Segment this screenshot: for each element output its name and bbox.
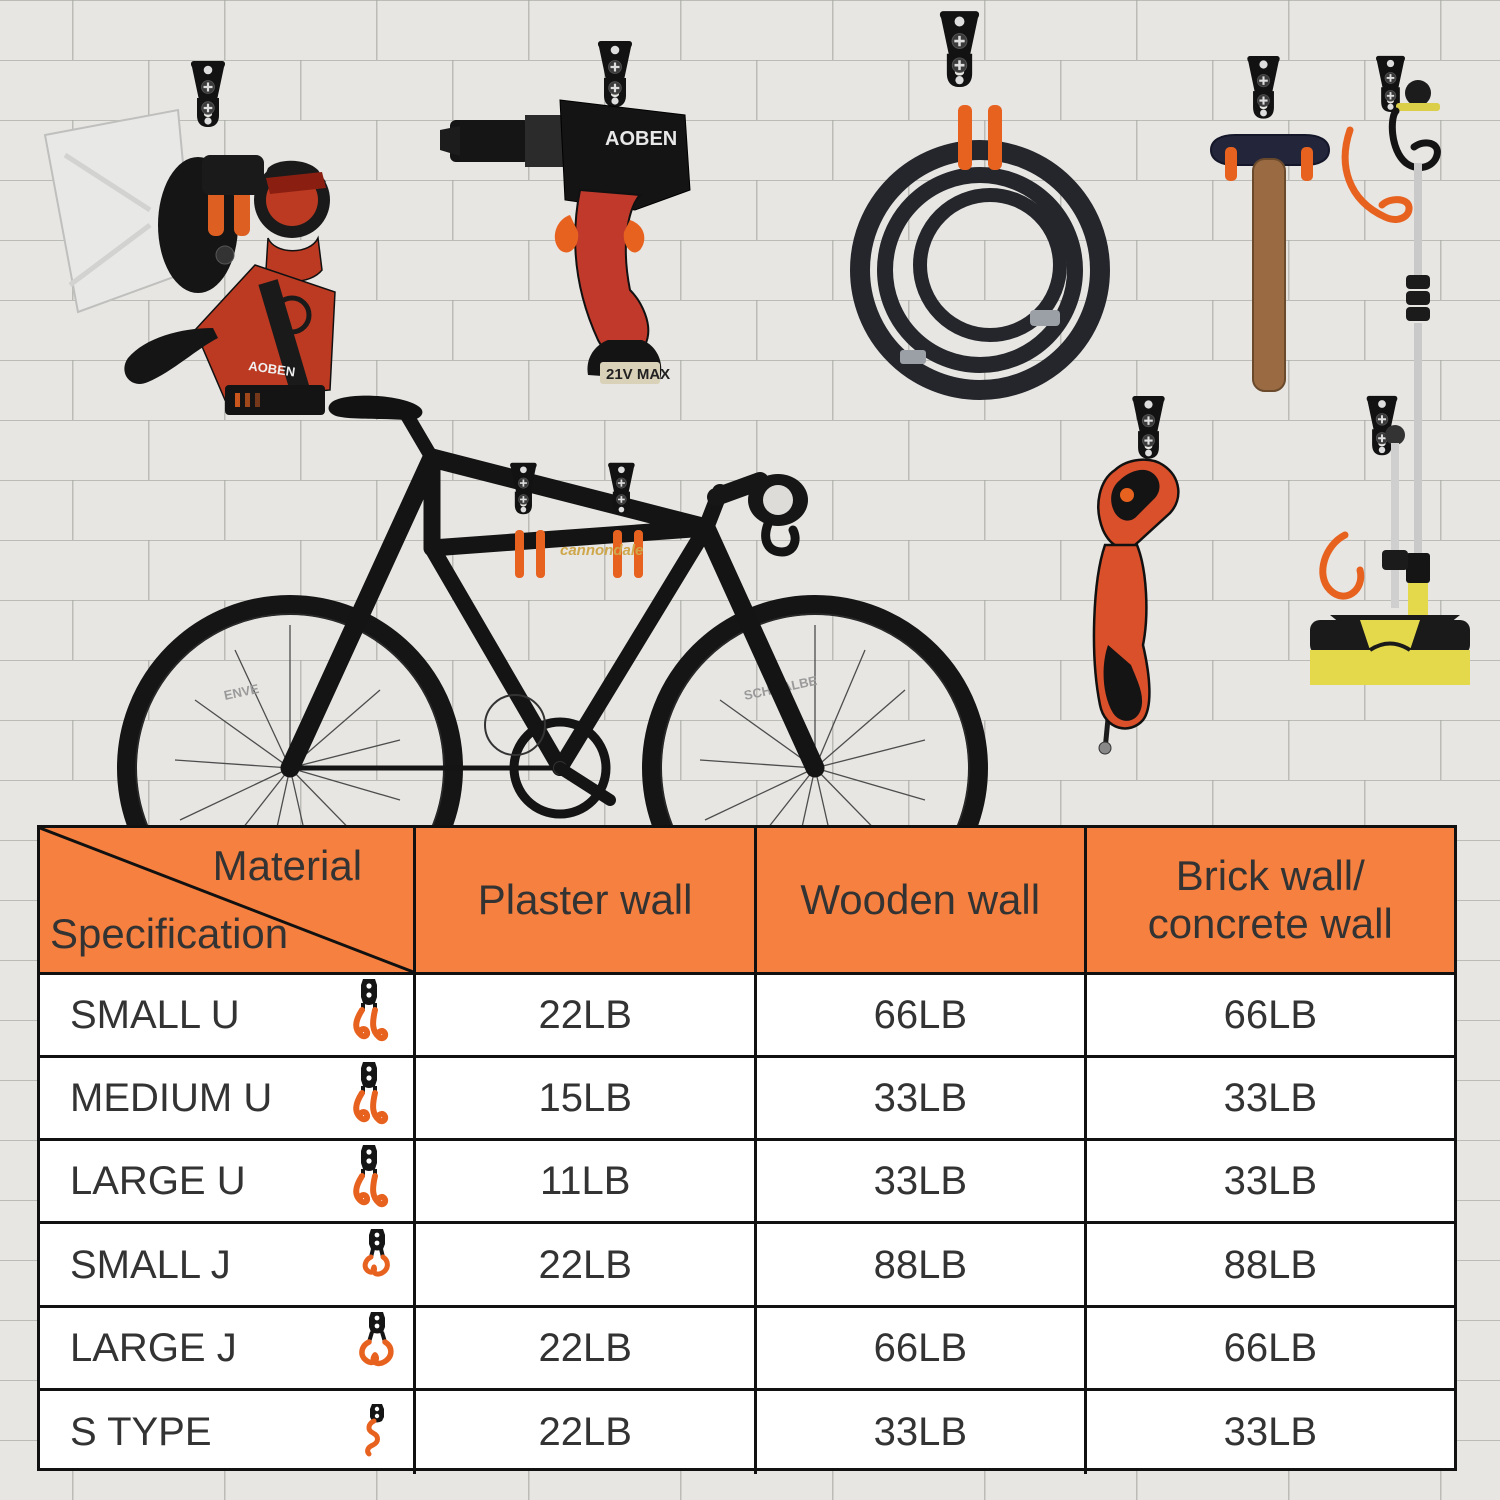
svg-text:ENVE: ENVE bbox=[223, 681, 261, 703]
svg-text:cannondale: cannondale bbox=[560, 542, 643, 559]
